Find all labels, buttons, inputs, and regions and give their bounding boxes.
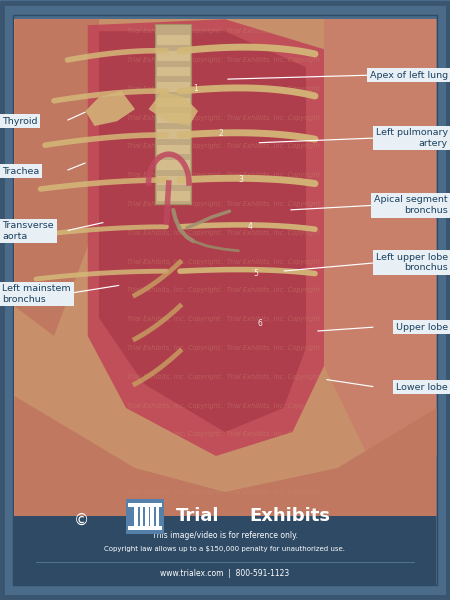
Bar [157, 145, 190, 154]
Text: www.trialex.com  |  800-591-1123: www.trialex.com | 800-591-1123 [160, 569, 290, 577]
Text: Thyroid: Thyroid [2, 116, 38, 125]
Polygon shape [148, 91, 198, 126]
Text: 1: 1 [194, 84, 198, 93]
Text: Trial Exhibits, Inc. Copyright.  Trial Exhibits, Inc. Copyright.: Trial Exhibits, Inc. Copyright. Trial Ex… [127, 460, 323, 466]
Text: Trial Exhibits, Inc. Copyright.  Trial Exhibits, Inc. Copyright.: Trial Exhibits, Inc. Copyright. Trial Ex… [127, 259, 323, 265]
Text: Trial Exhibits, Inc. Copyright.  Trial Exhibits, Inc. Copyright.: Trial Exhibits, Inc. Copyright. Trial Ex… [127, 489, 323, 495]
Text: Left upper lobe
bronchus: Left upper lobe bronchus [376, 253, 448, 272]
Bar [128, 526, 162, 530]
Bar [145, 508, 148, 530]
Bar [157, 176, 190, 185]
Text: Trial Exhibits, Inc. Copyright.  Trial Exhibits, Inc. Copyright.: Trial Exhibits, Inc. Copyright. Trial Ex… [127, 172, 323, 178]
Text: Trachea: Trachea [2, 166, 40, 175]
Text: 6: 6 [258, 319, 262, 329]
Text: Trial Exhibits, Inc. Copyright.  Trial Exhibits, Inc. Copyright.: Trial Exhibits, Inc. Copyright. Trial Ex… [127, 345, 323, 351]
Text: Lower lobe: Lower lobe [396, 383, 448, 391]
Bar [157, 82, 190, 92]
Polygon shape [14, 19, 99, 336]
Bar [157, 113, 190, 123]
Text: Trial Exhibits, Inc. Copyright.  Trial Exhibits, Inc. Copyright.: Trial Exhibits, Inc. Copyright. Trial Ex… [127, 316, 323, 322]
Text: Left pulmonary
artery: Left pulmonary artery [376, 128, 448, 148]
Text: Apex of left lung: Apex of left lung [369, 70, 448, 79]
Text: Trial Exhibits, Inc. Copyright.  Trial Exhibits, Inc. Copyright.: Trial Exhibits, Inc. Copyright. Trial Ex… [127, 115, 323, 121]
Text: Trial Exhibits, Inc. Copyright.  Trial Exhibits, Inc. Copyright.: Trial Exhibits, Inc. Copyright. Trial Ex… [127, 143, 323, 149]
Text: 4: 4 [248, 222, 252, 231]
Bar [150, 508, 154, 530]
Bar [156, 508, 159, 530]
Bar [157, 67, 190, 76]
Text: Trial Exhibits, Inc. Copyright.  Trial Exhibits, Inc. Copyright.: Trial Exhibits, Inc. Copyright. Trial Ex… [127, 431, 323, 437]
Polygon shape [324, 19, 436, 486]
Text: Trial Exhibits, Inc. Copyright.  Trial Exhibits, Inc. Copyright.: Trial Exhibits, Inc. Copyright. Trial Ex… [127, 57, 323, 63]
Text: This image/video is for reference only.: This image/video is for reference only. [152, 532, 298, 540]
Bar [157, 98, 190, 107]
Polygon shape [99, 31, 306, 432]
Text: Trial Exhibits, Inc. Copyright.  Trial Exhibits, Inc. Copyright.: Trial Exhibits, Inc. Copyright. Trial Ex… [127, 287, 323, 293]
Text: Trial Exhibits, Inc. Copyright.  Trial Exhibits, Inc. Copyright.: Trial Exhibits, Inc. Copyright. Trial Ex… [127, 374, 323, 380]
Bar [126, 499, 164, 534]
Bar [157, 129, 190, 139]
Text: Trial: Trial [176, 507, 219, 525]
Text: Apical segment
bronchus: Apical segment bronchus [374, 196, 448, 215]
Text: Left mainstem
bronchus: Left mainstem bronchus [2, 284, 71, 304]
Bar [157, 35, 190, 45]
Text: ©: © [73, 512, 89, 527]
Bar [14, 19, 436, 516]
Polygon shape [88, 19, 324, 456]
Text: Upper lobe: Upper lobe [396, 323, 448, 331]
Polygon shape [86, 91, 135, 126]
Bar [14, 516, 436, 585]
Text: Transverse
aorta: Transverse aorta [2, 221, 54, 241]
Text: 3: 3 [238, 175, 243, 185]
Bar [128, 503, 162, 508]
Bar [155, 24, 191, 204]
Bar [157, 51, 190, 61]
Polygon shape [14, 396, 436, 516]
FancyBboxPatch shape [2, 3, 448, 597]
Bar [157, 160, 190, 170]
Text: 2: 2 [218, 128, 223, 137]
Text: Trial Exhibits, Inc. Copyright.  Trial Exhibits, Inc. Copyright.: Trial Exhibits, Inc. Copyright. Trial Ex… [127, 201, 323, 207]
Text: Exhibits: Exhibits [250, 507, 331, 525]
Bar [134, 508, 138, 530]
Text: Trial Exhibits, Inc. Copyright.  Trial Exhibits, Inc. Copyright.: Trial Exhibits, Inc. Copyright. Trial Ex… [127, 403, 323, 409]
Text: Trial Exhibits, Inc. Copyright.  Trial Exhibits, Inc. Copyright.: Trial Exhibits, Inc. Copyright. Trial Ex… [127, 86, 323, 92]
Bar [140, 508, 143, 530]
Bar [157, 191, 190, 201]
Text: Copyright law allows up to a $150,000 penalty for unauthorized use.: Copyright law allows up to a $150,000 pe… [104, 546, 346, 552]
Text: 5: 5 [253, 269, 258, 277]
Text: Trial Exhibits, Inc. Copyright.  Trial Exhibits, Inc. Copyright.: Trial Exhibits, Inc. Copyright. Trial Ex… [127, 230, 323, 236]
Text: Trial Exhibits, Inc. Copyright.  Trial Exhibits, Inc. Copyright.: Trial Exhibits, Inc. Copyright. Trial Ex… [127, 28, 323, 34]
